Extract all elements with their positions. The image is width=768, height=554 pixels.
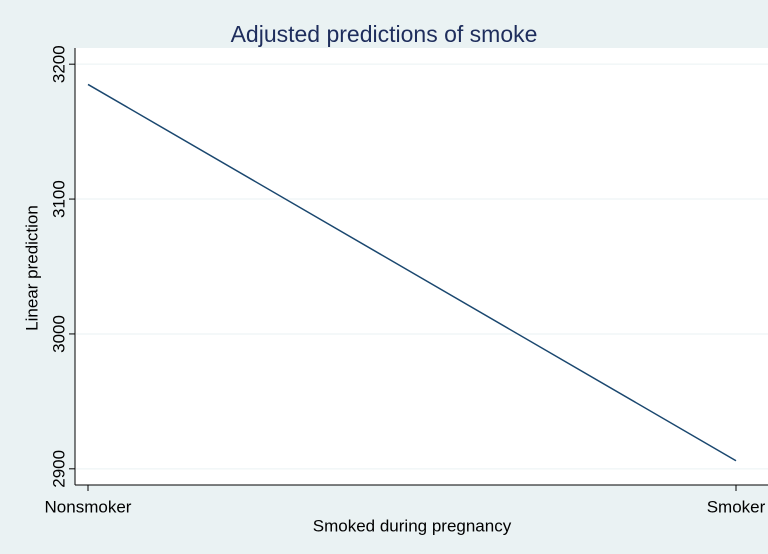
- y-tick-label: 3100: [49, 180, 68, 218]
- y-tick-label: 2900: [49, 450, 68, 488]
- x-tick-label: Nonsmoker: [45, 497, 132, 516]
- line-series: [87, 83, 737, 462]
- y-tick-label: 3200: [49, 45, 68, 83]
- y-tick-label: 3000: [49, 315, 68, 353]
- x-tick-label: Smoker: [707, 497, 766, 516]
- y-axis-title: Linear prediction: [22, 205, 41, 331]
- chart-title: Adjusted predictions of smoke: [231, 21, 538, 47]
- x-axis-title: Smoked during pregnancy: [313, 516, 512, 535]
